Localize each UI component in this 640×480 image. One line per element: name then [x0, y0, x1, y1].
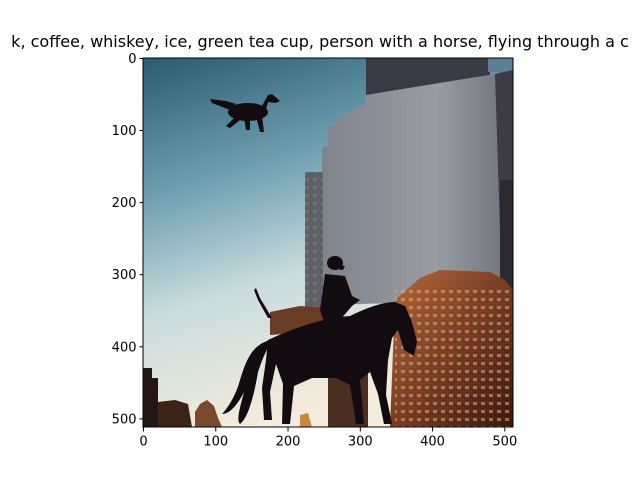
- gray-tower: [322, 72, 513, 305]
- y-tick-label: 0: [128, 52, 136, 67]
- x-tick-label: 0: [139, 435, 147, 450]
- rider-on-horse: [222, 256, 417, 424]
- photo-image: [143, 58, 513, 427]
- figure-title: k, coffee, whiskey, ice, green tea cup, …: [0, 32, 640, 52]
- x-tick-label: 300: [348, 435, 373, 450]
- x-tick-label: 400: [420, 435, 445, 450]
- figure-title-text: k, coffee, whiskey, ice, green tea cup, …: [11, 32, 629, 51]
- y-tick-label: 100: [112, 124, 137, 139]
- x-axis: 0 100 200 300 400 500: [139, 427, 517, 450]
- y-tick-label: 400: [112, 340, 137, 355]
- y-tick-label: 300: [112, 268, 137, 283]
- axes-frame: [142, 57, 514, 428]
- x-tick-label: 100: [203, 435, 228, 450]
- x-tick-label: 200: [276, 435, 301, 450]
- y-tick-label: 500: [112, 412, 137, 427]
- x-tick-label: 500: [492, 435, 517, 450]
- flying-horse: [210, 94, 280, 132]
- y-axis: 0 100 200 300 400 500: [112, 52, 144, 427]
- y-tick-label: 200: [112, 196, 137, 211]
